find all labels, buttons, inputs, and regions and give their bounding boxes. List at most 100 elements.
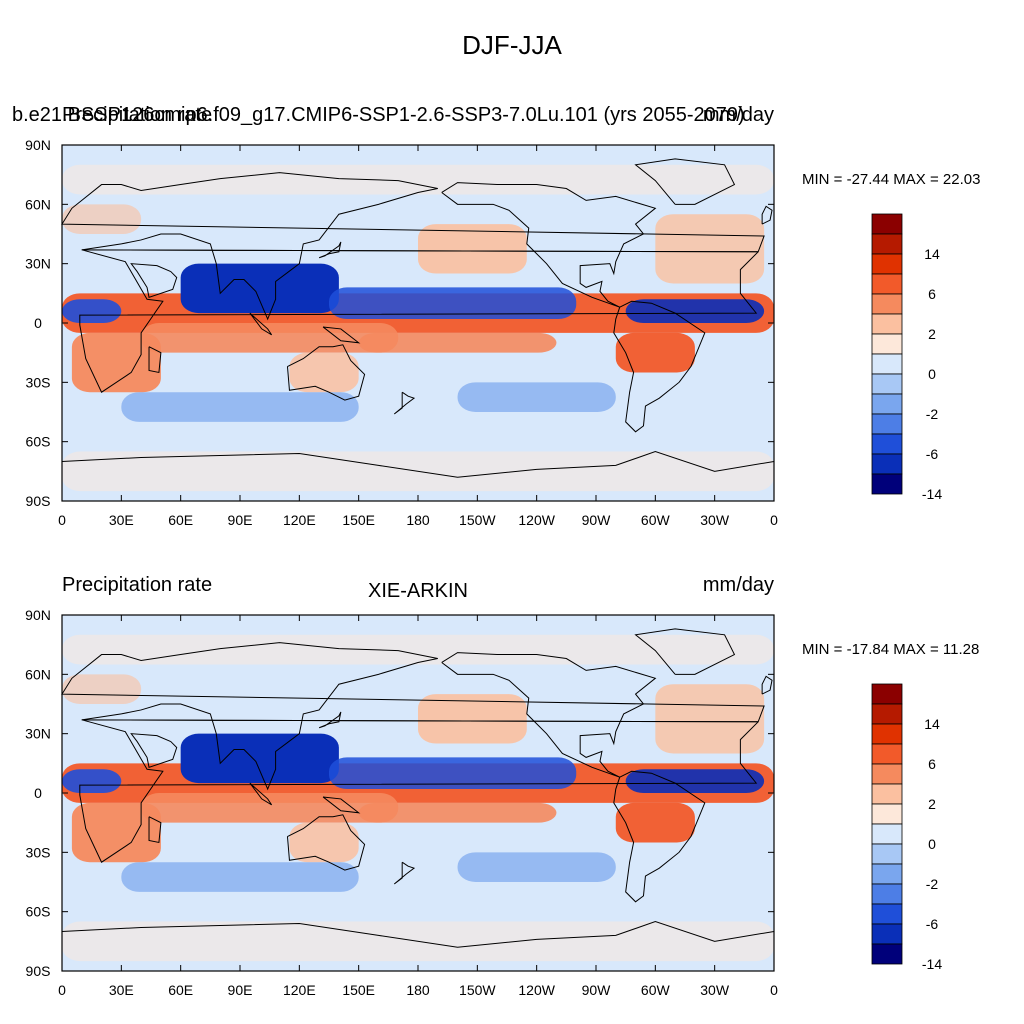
contour-fill-region [62,634,774,665]
colorbar-label: 0 [928,366,936,382]
contour-fill-region [141,323,399,353]
contour-fill-region [615,802,695,843]
coastline [61,921,775,948]
coastline [148,816,162,844]
contour-fill-region [121,392,359,422]
coastline [441,182,657,308]
contour-fill-region [289,822,359,863]
coastline [441,652,657,778]
y-tick-label: 0 [34,315,42,331]
colorbar-swatch [871,273,903,295]
colorbar-label: -6 [926,916,939,932]
panel1-units-label: mm/day [702,104,774,126]
x-tick-label: 30W [700,512,730,528]
coastline [286,344,366,401]
panel1-left-label-case: b.e21.BSSP126cmip6.f09_g17.CMIP6-SSP1-2.… [12,104,745,126]
x-tick-label: 120E [283,512,316,528]
contour-fill-region [329,757,577,790]
colorbar-swatch [871,823,903,845]
coastline [249,312,273,336]
map-panel-1: 0 30E 60E 90E 120E 150E 180 150W 120W 90W 60W 30W 09… [25,137,942,528]
coastline [318,711,342,729]
coastline [634,628,736,675]
x-tick-label: 30E [109,512,134,528]
x-tick-label: 150E [342,512,375,528]
coastline [61,642,765,791]
colorbar-swatch [871,213,903,235]
colorbar-label: 14 [924,716,940,732]
colorbar-swatch [871,453,903,475]
colorbar-swatch [871,333,903,355]
contour-fill-region [329,287,577,320]
coastline [393,391,416,415]
colorbar-label: -14 [922,956,942,972]
contour-fill-region [141,793,399,823]
coastline [761,675,773,695]
x-tick-label: 30W [700,982,730,998]
colorbar-label: 14 [924,246,940,262]
panel2-units-label: mm/day [702,574,774,596]
y-tick-label: 60N [25,666,51,682]
panel2-minmax: MIN = -17.84 MAX = 11.28 [802,641,980,658]
colorbar-swatch [871,803,903,825]
coastline [318,241,342,259]
coastline [61,172,765,321]
colorbar-swatch [871,703,903,725]
colorbar-swatch [871,863,903,885]
y-tick-label: 60N [25,196,51,212]
x-tick-label: 60E [168,982,193,998]
contour-fill-region [457,382,616,412]
contour-fill-region [121,862,359,892]
x-tick-label: 150E [342,982,375,998]
x-tick-label: 60W [641,512,671,528]
contour-fill-region [180,733,339,784]
coastline [79,719,759,863]
colorbar-label: 6 [928,286,936,302]
x-tick-label: 0 [770,512,778,528]
contour-fill-region [655,684,765,754]
colorbar-swatch [871,883,903,905]
x-tick-label: 90E [228,982,253,998]
colorbar-swatch [871,353,903,375]
panel1-minmax: MIN = -27.44 MAX = 22.03 [802,171,981,188]
x-tick-label: 0 [770,982,778,998]
contour-fill-region [625,299,765,323]
colorbar-swatch [871,743,903,765]
x-tick-label: 90E [228,512,253,528]
colorbar-swatch [871,433,903,455]
contour-fill-region [358,332,557,353]
colorbar-label: 6 [928,756,936,772]
x-tick-label: 150W [459,982,496,998]
x-tick-label: 0 [58,512,66,528]
contour-fill-region [62,204,142,234]
contour-fill-region [457,852,616,882]
map-panel-2: 0 30E 60E 90E 120E 150E 180 150W 120W 90W 60W 30W 09… [25,607,942,998]
colorbar-label: 0 [928,836,936,852]
coastline [634,158,736,205]
x-tick-label: 120E [283,982,316,998]
y-tick-label: 60S [26,434,51,450]
coastline [761,205,773,225]
coastline [393,861,416,885]
x-tick-label: 60W [641,982,671,998]
panel2-center-label: XIE-ARKIN [367,580,469,602]
colorbar: 14 6 2 0 -2 -6 -14 [871,213,942,502]
coastline [249,782,273,806]
coastline [130,263,178,298]
panel2-left-label-variable: Precipitation rate [62,574,213,596]
colorbar-swatch [871,413,903,435]
x-tick-label: 90W [582,982,612,998]
y-tick-label: 0 [34,785,42,801]
contour-fill-region [62,674,142,704]
colorbar-label: 2 [928,796,936,812]
y-tick-label: 30N [25,256,51,272]
coastline [613,300,706,433]
colorbar-swatch [871,313,903,335]
contour-fill-region [358,802,557,823]
colorbar-swatch [871,293,903,315]
y-tick-label: 30S [26,844,51,860]
colorbar-swatch [871,233,903,255]
colorbar-swatch [871,903,903,925]
x-tick-label: 120W [518,512,555,528]
